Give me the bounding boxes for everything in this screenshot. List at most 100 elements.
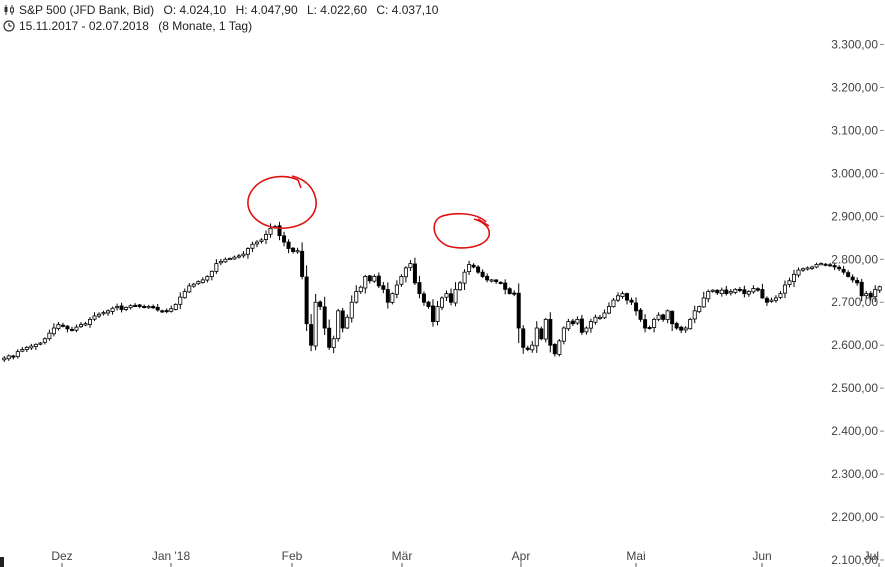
candle xyxy=(588,318,593,333)
candle xyxy=(354,285,359,304)
candle xyxy=(69,326,74,332)
y-tick-label: 2.400,00 xyxy=(831,424,878,438)
candle xyxy=(439,296,444,311)
candle xyxy=(345,314,350,330)
candle xyxy=(295,247,300,254)
candle xyxy=(656,312,661,322)
y-tick-label: 2.600,00 xyxy=(831,338,878,352)
candle xyxy=(787,277,792,288)
candle xyxy=(819,262,824,266)
candle xyxy=(124,306,129,312)
candle xyxy=(110,306,115,315)
candle xyxy=(579,314,584,335)
candle xyxy=(178,292,183,310)
candle xyxy=(146,304,151,309)
candle xyxy=(372,274,377,283)
candle xyxy=(263,230,268,244)
candle xyxy=(115,303,120,311)
candle xyxy=(191,282,196,288)
candle xyxy=(534,321,539,353)
instrument-header: S&P 500 (JFD Bank, Bid) O: 4.024,10 H: 4… xyxy=(3,3,444,17)
candle xyxy=(778,290,783,300)
candle xyxy=(142,304,147,309)
candle xyxy=(625,292,630,305)
candle xyxy=(187,283,192,294)
x-tick-label: Feb xyxy=(282,549,303,563)
candle xyxy=(489,279,494,283)
candle xyxy=(218,258,223,266)
candle xyxy=(728,289,733,296)
candle xyxy=(47,329,52,341)
candle xyxy=(412,257,417,285)
candle xyxy=(782,280,787,299)
candle xyxy=(724,285,729,296)
candle xyxy=(796,267,801,278)
candle xyxy=(855,277,860,286)
candle xyxy=(209,270,214,281)
candle xyxy=(792,269,797,287)
y-tick-label: 2.900,00 xyxy=(831,209,878,223)
candle xyxy=(557,339,562,357)
candle xyxy=(584,326,589,335)
candle xyxy=(367,274,372,284)
candle xyxy=(575,316,580,326)
x-tick-label: Mär xyxy=(392,549,413,563)
candle xyxy=(552,343,557,357)
candle xyxy=(259,238,264,244)
y-tick-label: 2.800,00 xyxy=(831,252,878,266)
candle xyxy=(801,267,806,272)
candle xyxy=(101,310,106,316)
candle xyxy=(182,288,187,299)
candle xyxy=(385,282,390,309)
candle xyxy=(805,266,810,271)
candle xyxy=(169,305,174,313)
candle xyxy=(417,275,422,299)
candle xyxy=(340,307,345,333)
close-value: C: 4.037,10 xyxy=(376,3,439,17)
candle xyxy=(282,231,287,247)
period-length: (8 Monate, 1 Tag) xyxy=(158,19,253,33)
x-tick-label: Jun xyxy=(752,549,771,563)
y-tick-label: 2.300,00 xyxy=(831,467,878,481)
candle xyxy=(715,289,720,295)
instrument-name: S&P 500 (JFD Bank, Bid) xyxy=(19,3,155,17)
candle xyxy=(318,300,323,311)
candle xyxy=(859,278,864,302)
candle xyxy=(38,341,43,346)
candle xyxy=(313,293,318,351)
candle xyxy=(503,279,508,295)
candle xyxy=(449,288,454,306)
candle xyxy=(643,314,648,333)
candle xyxy=(106,309,111,316)
candle xyxy=(309,314,314,352)
candle xyxy=(20,347,25,353)
annotations-layer xyxy=(247,175,491,249)
candle xyxy=(327,319,332,350)
candle xyxy=(764,296,769,306)
candle xyxy=(227,257,232,261)
y-tick-label: 2.700,00 xyxy=(831,295,878,309)
candle xyxy=(683,326,688,333)
candle xyxy=(706,289,711,303)
candle xyxy=(331,335,336,354)
candles-layer xyxy=(2,221,882,363)
y-tick-label: 2.100,00 xyxy=(831,553,878,567)
candle xyxy=(593,314,598,325)
candle xyxy=(205,275,210,283)
candle xyxy=(539,326,544,341)
candle xyxy=(241,251,246,258)
candle xyxy=(349,295,354,323)
candle xyxy=(65,325,70,333)
candle xyxy=(160,309,165,313)
candle xyxy=(837,265,842,272)
candle xyxy=(92,312,97,322)
candle xyxy=(304,265,309,332)
candle xyxy=(746,290,751,297)
candle xyxy=(151,304,156,309)
candle xyxy=(507,287,512,295)
candle xyxy=(435,300,440,326)
candle xyxy=(665,309,670,324)
candle xyxy=(133,303,138,308)
candle xyxy=(620,291,625,299)
